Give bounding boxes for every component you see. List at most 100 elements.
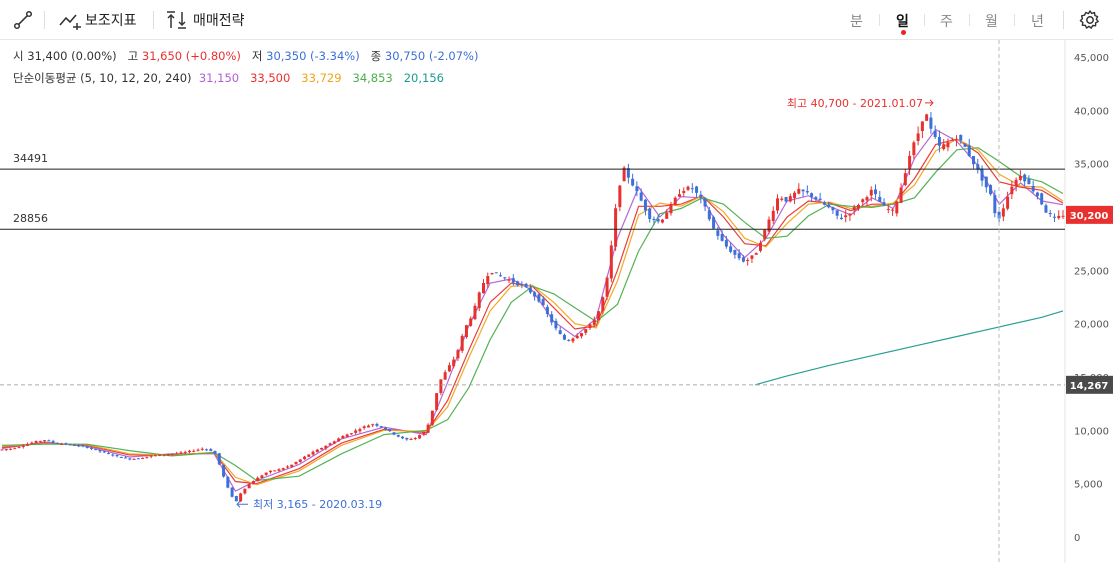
candle-body (426, 424, 430, 433)
ma-label: 단순이동평균 (5, 10, 12, 20, 240) (13, 71, 192, 85)
period-tab-day[interactable]: 일 (896, 14, 909, 30)
candle-body (737, 253, 741, 259)
candle-body (511, 278, 515, 283)
indicator-button[interactable]: 보조지표 (58, 8, 137, 32)
current-price-label: 30,200 (1070, 211, 1109, 222)
candle-body (64, 443, 68, 445)
period-tab-year[interactable]: 년 (1031, 14, 1044, 30)
candle-body (358, 429, 362, 432)
candle-body (605, 277, 609, 297)
candle-body (43, 440, 47, 442)
candle-body (260, 475, 264, 478)
candle-body (303, 456, 307, 460)
ma20-value: 34,853 (352, 71, 393, 85)
candle-body (793, 192, 797, 198)
candle-body (499, 275, 503, 277)
candle-body (375, 423, 379, 426)
candle-body (1010, 186, 1014, 195)
candle-body (320, 447, 324, 450)
candle-body (243, 488, 247, 494)
candle-body (584, 329, 588, 333)
candle-body (9, 448, 13, 450)
candle-body (277, 469, 281, 471)
period-tab-month[interactable]: 월 (985, 14, 998, 30)
candle-body (805, 191, 809, 193)
candle-body (707, 210, 711, 220)
candle-body (401, 436, 405, 439)
period-divider (1014, 14, 1015, 26)
candle-body (47, 440, 51, 442)
candle-body (115, 455, 119, 457)
candle-body (763, 229, 767, 240)
candle-body (379, 426, 383, 428)
candle-body (481, 282, 485, 294)
candle-body (541, 299, 545, 306)
candle-body (993, 195, 997, 214)
candle-body (716, 230, 720, 236)
candle-body (507, 279, 511, 281)
candle-body (733, 250, 737, 255)
candle-body (1057, 215, 1061, 219)
candle-body (345, 434, 349, 437)
candle-body (942, 144, 946, 150)
candle-body (720, 234, 724, 241)
candle-body (878, 196, 882, 202)
settings-button[interactable] (1079, 8, 1101, 32)
candle-body (315, 449, 319, 453)
ma5-line (1, 128, 1064, 492)
candle-body (383, 427, 387, 430)
candle-body (217, 453, 221, 465)
candle-body (537, 294, 541, 302)
candle-body (925, 114, 929, 121)
high-label: 고 (127, 49, 139, 63)
candle-body (332, 441, 336, 444)
candle-body (89, 447, 93, 449)
candle-body (55, 443, 59, 445)
high-value: 31,650 (+0.80%) (141, 49, 241, 63)
candle-body (631, 178, 635, 186)
candle-body (852, 207, 856, 211)
candle-body (26, 444, 30, 446)
candle-body (102, 451, 106, 453)
candle-body (545, 306, 549, 314)
candle-body (869, 189, 873, 196)
active-period-dot (901, 30, 906, 35)
candle-body (695, 186, 699, 193)
candle-body (77, 445, 81, 447)
candle-body (145, 456, 149, 458)
candle-body (187, 450, 191, 453)
candle-body (298, 459, 302, 463)
candle-body (34, 441, 38, 444)
candle-body (524, 283, 528, 288)
candle-body (38, 440, 42, 442)
candle-body (473, 305, 477, 320)
candle-body (648, 208, 652, 219)
candle-body (797, 188, 801, 194)
y-tick-label: 30,000 (1074, 213, 1109, 224)
candle-body (170, 453, 174, 455)
candle-body (132, 458, 136, 460)
candle-body (976, 164, 980, 170)
candle-body (929, 117, 933, 129)
drawing-tool-button[interactable] (12, 8, 34, 32)
candle-body (567, 339, 571, 341)
low-value: 30,350 (-3.34%) (266, 49, 360, 63)
candle-body (818, 198, 822, 201)
candle-body (128, 458, 132, 460)
candle-body (72, 444, 76, 446)
period-tab-minute[interactable]: 분 (850, 14, 863, 30)
candle-body (452, 359, 456, 367)
candle-body (183, 451, 187, 453)
candle-body (81, 445, 85, 447)
strategy-button[interactable]: 매매전략 (166, 8, 245, 32)
candle-body (899, 187, 903, 203)
candle-body (750, 255, 754, 259)
period-divider (924, 14, 925, 26)
candle-body (571, 338, 575, 342)
candle-body (575, 335, 579, 339)
candle-body (13, 448, 17, 450)
strategy-label: 매매전략 (193, 13, 245, 29)
current-price-badge (1066, 205, 1113, 224)
period-tab-week[interactable]: 주 (940, 14, 953, 30)
candle-body (94, 449, 98, 451)
